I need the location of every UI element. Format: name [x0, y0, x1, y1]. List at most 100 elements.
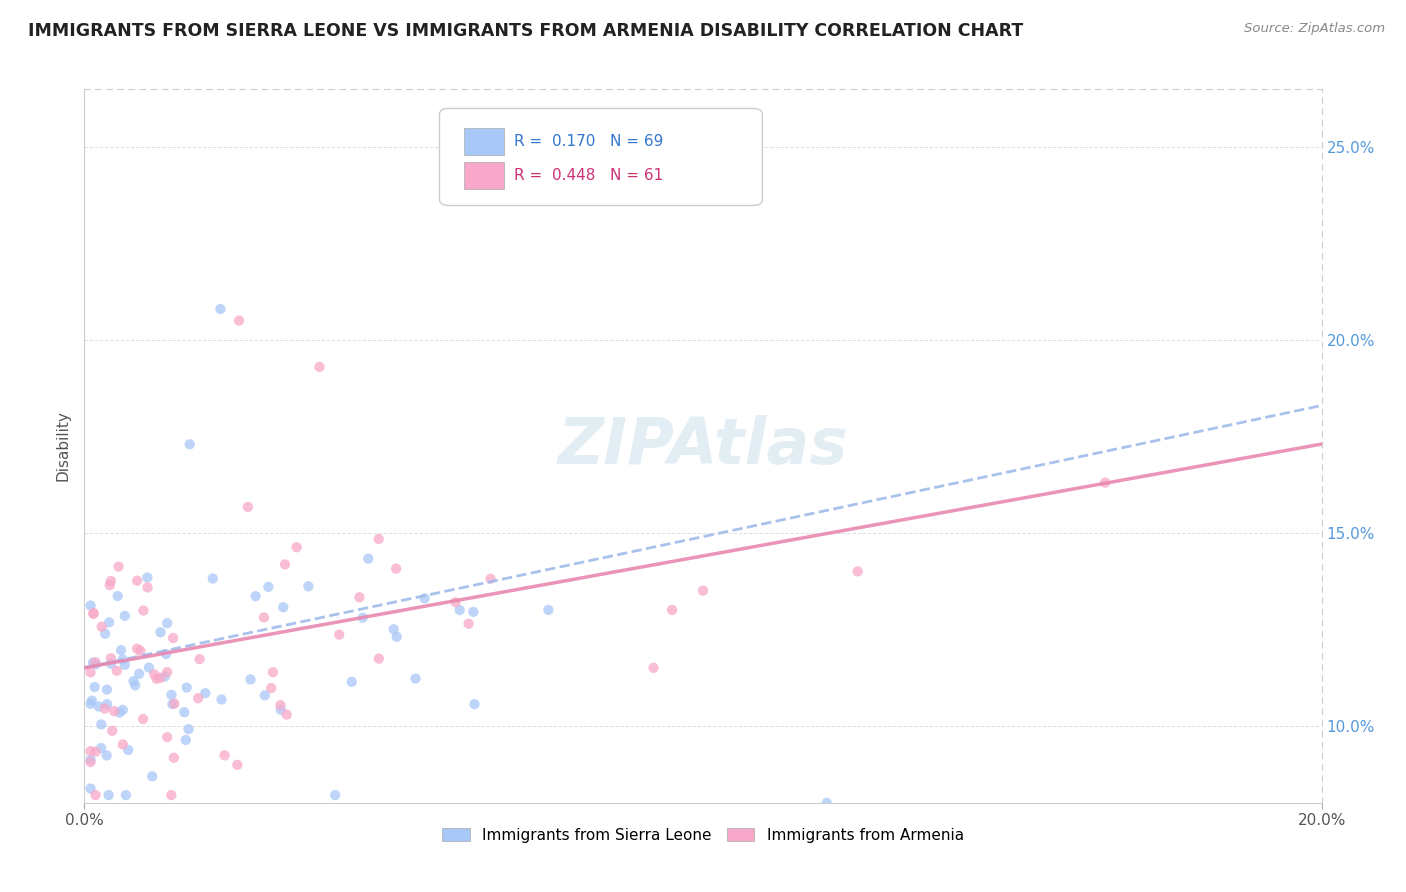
Point: [124, 678, 146, 692]
Y-axis label: Disability: Disability: [55, 410, 70, 482]
Text: R =  0.170   N = 69: R = 0.170 N = 69: [513, 134, 664, 149]
Point: [80, 693, 103, 707]
Point: [82, 607, 104, 621]
Point: [105, 664, 128, 678]
FancyBboxPatch shape: [464, 128, 503, 155]
Point: [98, 578, 121, 592]
Point: [176, 681, 198, 695]
Point: [352, 610, 374, 624]
Point: [253, 610, 276, 624]
Point: [84, 788, 107, 802]
Point: [323, 788, 346, 802]
Point: [111, 652, 134, 666]
Point: [260, 681, 283, 695]
Point: [79, 665, 101, 680]
Point: [179, 437, 201, 451]
Point: [211, 692, 233, 706]
Point: [177, 722, 200, 736]
Point: [174, 733, 197, 747]
Point: [479, 572, 502, 586]
Point: [132, 604, 155, 618]
Point: [79, 744, 101, 758]
Point: [405, 672, 427, 686]
Point: [160, 788, 183, 802]
Point: [463, 697, 485, 711]
Point: [127, 574, 149, 588]
Point: [413, 591, 436, 606]
Point: [271, 600, 294, 615]
Point: [84, 745, 107, 759]
Point: [297, 579, 319, 593]
Point: [115, 788, 138, 802]
Point: [100, 657, 122, 671]
Point: [209, 301, 232, 316]
Point: [194, 686, 217, 700]
Text: ZIPAtlas: ZIPAtlas: [558, 415, 848, 477]
Point: [173, 705, 195, 719]
Point: [155, 647, 177, 661]
Point: [449, 603, 471, 617]
Point: [188, 652, 211, 666]
Point: [269, 698, 291, 712]
FancyBboxPatch shape: [464, 162, 503, 189]
Point: [122, 674, 145, 689]
Point: [98, 615, 121, 630]
Point: [117, 743, 139, 757]
Point: [84, 655, 107, 669]
Point: [815, 796, 838, 810]
Text: Source: ZipAtlas.com: Source: ZipAtlas.com: [1244, 22, 1385, 36]
Point: [239, 673, 262, 687]
Point: [367, 532, 389, 546]
Point: [463, 605, 485, 619]
Point: [262, 665, 284, 680]
Point: [127, 641, 149, 656]
Point: [83, 680, 105, 694]
Point: [1094, 475, 1116, 490]
Point: [457, 616, 479, 631]
Point: [100, 651, 122, 665]
Point: [537, 603, 560, 617]
Point: [643, 661, 665, 675]
Text: R =  0.448   N = 61: R = 0.448 N = 61: [513, 168, 664, 183]
Point: [111, 703, 134, 717]
Point: [308, 359, 330, 374]
Point: [340, 674, 363, 689]
Point: [83, 606, 105, 620]
Point: [87, 699, 110, 714]
Point: [162, 697, 184, 711]
Point: [149, 671, 172, 685]
Point: [214, 748, 236, 763]
Point: [285, 541, 308, 555]
Point: [111, 738, 134, 752]
Point: [187, 691, 209, 706]
Text: IMMIGRANTS FROM SIERRA LEONE VS IMMIGRANTS FROM ARMENIA DISABILITY CORRELATION C: IMMIGRANTS FROM SIERRA LEONE VS IMMIGRAN…: [28, 22, 1024, 40]
Point: [79, 753, 101, 767]
Point: [160, 688, 183, 702]
Point: [276, 707, 298, 722]
Point: [357, 551, 380, 566]
Point: [136, 570, 159, 584]
Point: [101, 723, 124, 738]
Point: [96, 682, 118, 697]
Point: [201, 572, 224, 586]
Point: [79, 599, 101, 613]
Point: [94, 626, 117, 640]
Point: [661, 603, 683, 617]
Point: [228, 313, 250, 327]
Point: [475, 148, 498, 162]
Point: [367, 651, 389, 665]
Point: [444, 595, 467, 609]
Point: [138, 660, 160, 674]
Point: [270, 703, 292, 717]
Point: [97, 788, 120, 802]
Point: [385, 630, 408, 644]
Point: [90, 741, 112, 756]
Point: [110, 643, 132, 657]
Point: [114, 608, 136, 623]
Point: [156, 665, 179, 679]
Legend: Immigrants from Sierra Leone, Immigrants from Armenia: Immigrants from Sierra Leone, Immigrants…: [436, 822, 970, 848]
Point: [132, 712, 155, 726]
Point: [136, 581, 159, 595]
Point: [257, 580, 280, 594]
Point: [274, 558, 297, 572]
